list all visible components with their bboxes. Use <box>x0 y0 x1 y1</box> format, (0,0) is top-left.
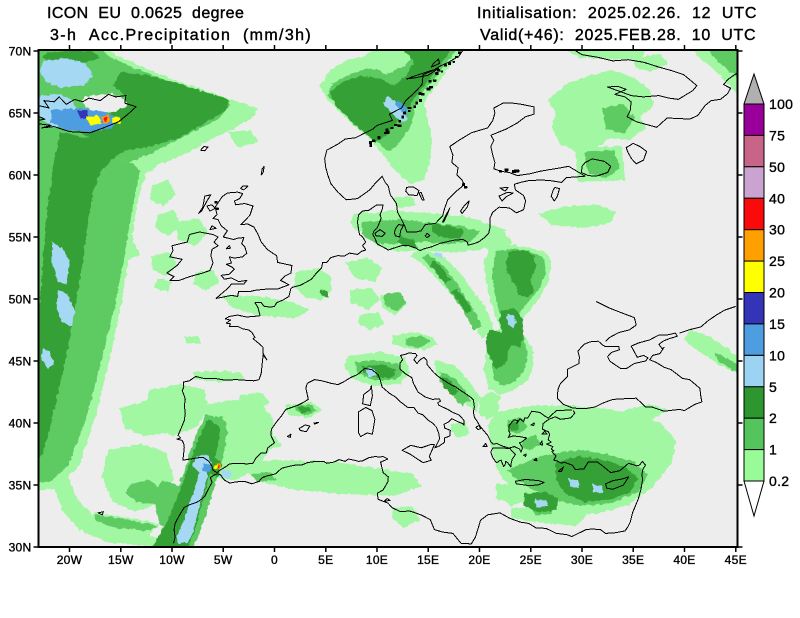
svg-text:30E: 30E <box>571 553 593 567</box>
svg-text:2: 2 <box>769 410 777 426</box>
svg-text:35N: 35N <box>9 479 32 493</box>
svg-text:1: 1 <box>769 442 777 458</box>
svg-text:75: 75 <box>769 127 785 143</box>
svg-text:0: 0 <box>271 553 278 567</box>
svg-text:45E: 45E <box>725 553 747 567</box>
svg-text:5: 5 <box>769 379 777 395</box>
svg-text:10E: 10E <box>366 553 388 567</box>
svg-text:65N: 65N <box>9 107 32 121</box>
svg-text:25: 25 <box>769 253 785 269</box>
svg-text:15: 15 <box>769 316 785 332</box>
svg-text:20E: 20E <box>468 553 490 567</box>
svg-text:10: 10 <box>769 347 785 363</box>
svg-text:100: 100 <box>769 96 793 112</box>
svg-text:30: 30 <box>769 222 785 238</box>
svg-text:15W: 15W <box>108 553 134 567</box>
svg-text:30N: 30N <box>9 541 32 555</box>
svg-text:25E: 25E <box>520 553 542 567</box>
svg-text:70N: 70N <box>9 45 32 59</box>
svg-text:5W: 5W <box>214 553 233 567</box>
svg-text:35E: 35E <box>622 553 644 567</box>
svg-text:60N: 60N <box>9 169 32 183</box>
svg-text:50: 50 <box>769 159 785 175</box>
svg-text:40: 40 <box>769 190 785 206</box>
svg-text:0.2: 0.2 <box>769 473 789 489</box>
svg-text:5E: 5E <box>318 553 333 567</box>
svg-text:40N: 40N <box>9 417 32 431</box>
svg-text:20W: 20W <box>57 553 83 567</box>
svg-text:45N: 45N <box>9 355 32 369</box>
svg-text:40E: 40E <box>673 553 695 567</box>
svg-text:15E: 15E <box>417 553 439 567</box>
svg-text:20: 20 <box>769 285 785 301</box>
svg-text:10W: 10W <box>159 553 185 567</box>
svg-text:50N: 50N <box>9 293 32 307</box>
svg-text:55N: 55N <box>9 231 32 245</box>
